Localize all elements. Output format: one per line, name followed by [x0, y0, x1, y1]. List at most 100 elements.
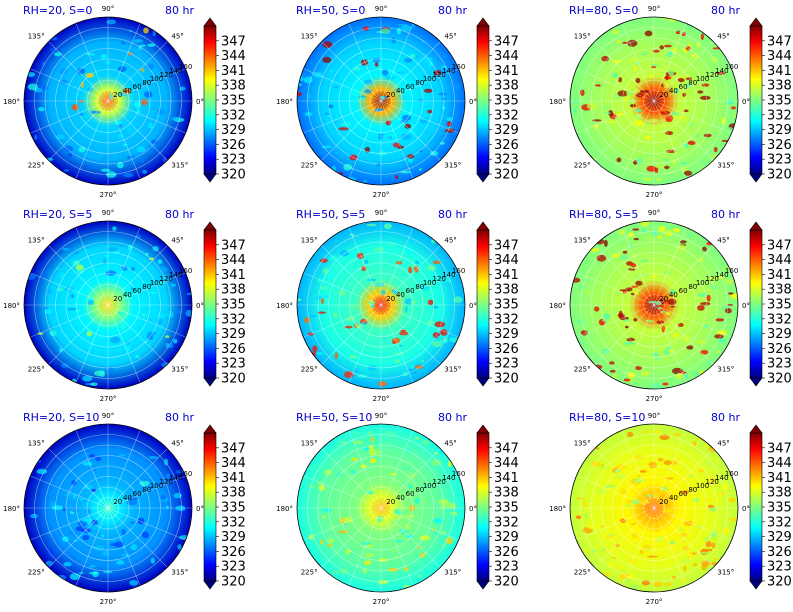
colorbar-tick-label: 326: [494, 138, 519, 153]
convective-cell: [312, 345, 318, 353]
angular-tick-label: 270°: [646, 395, 663, 403]
radial-tick-label: 80: [415, 79, 424, 87]
convective-cell: [678, 524, 682, 529]
radial-tick-label: 140: [442, 474, 455, 482]
radial-tick-label: 20: [386, 498, 395, 506]
convective-cell: [179, 535, 190, 540]
radial-tick-label: 160: [179, 470, 192, 478]
angular-tick-label: 225°: [301, 568, 318, 576]
convective-cell: [87, 300, 95, 306]
angular-grid-line: [348, 507, 382, 586]
convective-cell: [442, 482, 447, 487]
angular-grid-line: [380, 304, 441, 365]
convective-cell: [334, 239, 338, 243]
panel-time-label: 80 hr: [438, 411, 467, 424]
colorbar-tick-label: 329: [221, 123, 246, 138]
angular-tick-label: 0°: [196, 505, 204, 513]
colorbar-tick-label: 347: [221, 238, 246, 253]
convective-cell: [333, 264, 340, 270]
colorbar-tick-label: 341: [767, 64, 792, 79]
convective-cell: [604, 484, 616, 488]
convective-cell: [36, 468, 48, 475]
colorbar-tick-label: 344: [494, 49, 519, 64]
colorbar-tick-label: 320: [767, 168, 792, 183]
colorbar-tick-label: 347: [767, 238, 792, 253]
angular-tick-label: 180°: [276, 98, 293, 106]
colorbar-tick-label: 326: [221, 342, 246, 357]
radial-tick-label: 140: [442, 67, 455, 75]
colorbar-extend-max: [203, 221, 217, 231]
angular-tick-label: 225°: [574, 161, 591, 169]
colorbar-tick-label: 326: [221, 138, 246, 153]
convective-cell: [640, 259, 649, 262]
angular-grid-line: [653, 507, 714, 568]
convective-cell: [614, 474, 626, 479]
panel-time-label: 80 hr: [165, 4, 194, 17]
angular-tick-label: 45°: [444, 440, 456, 448]
angular-grid-line: [321, 304, 382, 365]
radial-tick-label: 80: [688, 283, 697, 291]
angular-tick-label: 90°: [375, 412, 387, 420]
convective-cell: [367, 365, 377, 371]
convective-cell: [721, 483, 729, 491]
convective-cell: [616, 289, 621, 297]
convective-cell: [320, 298, 325, 304]
convective-cell: [346, 121, 351, 126]
polar-axis-outline: [23, 16, 193, 186]
convective-cell: [397, 145, 404, 150]
convective-cell: [339, 250, 349, 257]
angular-grid-line: [576, 304, 655, 338]
convective-cell: [627, 232, 634, 238]
angular-grid-line: [653, 507, 687, 586]
convective-cell: [666, 51, 673, 58]
convective-cell: [64, 492, 73, 498]
colorbar-tick-label: 323: [221, 560, 246, 575]
convective-cell: [677, 78, 685, 83]
convective-cell: [730, 106, 737, 110]
convective-cell: [632, 58, 636, 62]
convective-cell: [575, 497, 586, 500]
convective-cell: [137, 35, 146, 38]
convective-cell: [157, 259, 163, 264]
convective-cell: [107, 367, 114, 373]
angular-grid-line: [107, 475, 186, 509]
angular-grid-line: [621, 430, 655, 509]
convective-cell: [663, 81, 669, 88]
convective-cell: [696, 525, 702, 529]
convective-cell: [423, 498, 427, 504]
convective-cell: [90, 382, 98, 387]
convective-cell: [445, 128, 455, 133]
convective-cell: [327, 104, 334, 109]
convective-cell: [600, 349, 610, 354]
convective-cell: [348, 304, 357, 310]
convective-cell: [616, 157, 622, 163]
convective-cell: [391, 337, 401, 344]
angular-tick-label: 90°: [375, 5, 387, 13]
colorbar-tick-label: 326: [767, 138, 792, 153]
convective-cell: [656, 320, 664, 324]
angular-grid-line: [653, 304, 714, 365]
convective-cell: [47, 289, 53, 294]
convective-cell: [82, 461, 93, 466]
panel-title: RH=50, S=0: [296, 4, 365, 17]
convective-cell: [165, 505, 169, 510]
convective-cell: [140, 158, 145, 163]
convective-cell: [37, 332, 44, 335]
convective-cell: [701, 83, 710, 87]
angular-grid-line: [348, 23, 382, 102]
angular-grid-line: [321, 100, 382, 161]
convective-cell: [705, 540, 712, 548]
convective-cell: [656, 178, 663, 181]
convective-cell: [334, 74, 340, 82]
convective-cell: [394, 540, 403, 543]
convective-cell: [603, 571, 612, 577]
angular-grid-line: [380, 100, 441, 161]
colorbar-tick-label: 341: [767, 471, 792, 486]
angular-tick-label: 45°: [171, 237, 183, 245]
panel-title: RH=20, S=10: [23, 411, 99, 424]
colorbar-tick-label: 323: [494, 153, 519, 168]
convective-cell: [729, 517, 738, 522]
convective-cell: [427, 264, 436, 271]
